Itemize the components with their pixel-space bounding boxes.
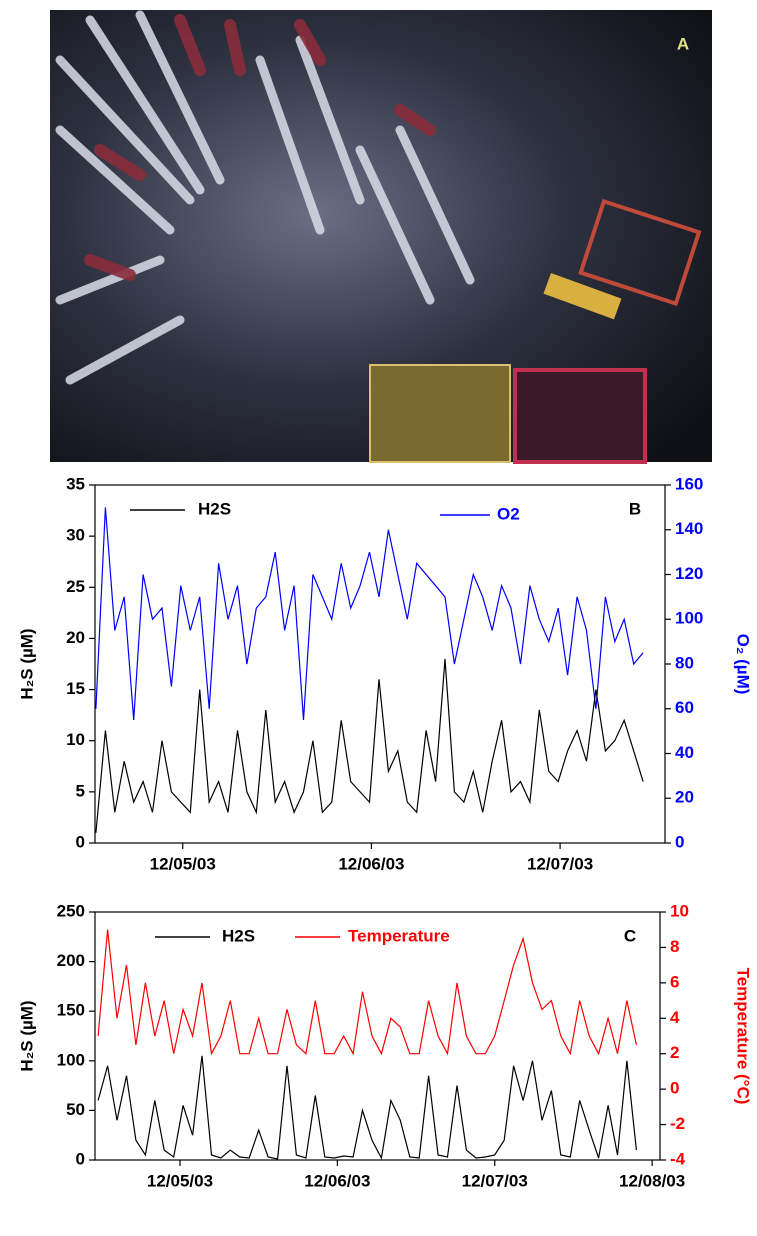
y2-tick-label: 8 [670,937,679,956]
photo: A [50,10,712,464]
y2-tick-label: 140 [675,519,703,538]
x-tick-label: 12/07/03 [527,854,593,873]
panel-label: A [677,34,689,53]
y2-tick-label: 2 [670,1043,679,1062]
y2-tick-label: 80 [675,653,694,672]
y-tick-label: 150 [57,1001,85,1020]
y-axis-label: H₂S (µM) [17,1000,36,1071]
x-tick-label: 12/07/03 [462,1171,528,1190]
y2-tick-label: 0 [670,1079,679,1098]
y2-tick-label: 10 [670,901,689,920]
data-line [97,1055,637,1160]
panel-label: B [629,499,641,518]
chart: 0 50 100 150 200 250 -4 -2 0 2 4 6 8 10 12/05/03 12/06/… [17,901,752,1190]
x-tick-label: 12/06/03 [338,854,404,873]
y-tick-label: 0 [76,832,85,851]
x-tick-label: 12/05/03 [147,1171,213,1190]
y2-tick-label: 60 [675,698,694,717]
y2-tick-label: -4 [670,1149,686,1168]
x-tick-label: 12/05/03 [150,854,216,873]
chart: 0 5 10 15 20 25 30 35 0 20 40 60 80 100 120 140 160 12/05… [17,474,752,873]
y2-axis-label: Temperature (°C) [734,968,753,1105]
data-line [95,507,644,720]
y-tick-label: 0 [76,1149,85,1168]
y2-tick-label: 4 [670,1008,680,1027]
y-tick-label: 15 [66,679,85,698]
x-tick-label: 12/08/03 [619,1171,685,1190]
y2-axis-label: O₂ (µM) [734,634,753,695]
legend-label: H2S [198,499,231,518]
y-tick-label: 10 [66,730,85,749]
y-tick-label: 250 [57,901,85,920]
y-tick-label: 30 [66,526,85,545]
legend-label: O2 [497,504,520,523]
legend-label: H2S [222,926,255,945]
x-tick-label: 12/06/03 [304,1171,370,1190]
plot-frame [94,484,666,844]
y2-tick-label: 160 [675,474,703,493]
y2-tick-label: 0 [675,832,684,851]
legend-label: Temperature [348,926,450,945]
y2-tick-label: -2 [670,1114,685,1133]
y2-tick-label: 6 [670,972,679,991]
panel-label: C [624,926,636,945]
data-line [97,929,637,1056]
y-tick-label: 200 [57,951,85,970]
y2-tick-label: 40 [675,743,694,762]
y2-tick-label: 120 [675,564,703,583]
y2-tick-label: 20 [675,788,694,807]
y-tick-label: 5 [76,781,85,800]
y-tick-label: 50 [66,1100,85,1119]
y-tick-label: 100 [57,1050,85,1069]
y2-tick-label: 100 [675,609,703,628]
data-line [95,658,644,833]
plot-frame [94,911,661,1161]
y-tick-label: 35 [66,474,85,493]
y-tick-label: 25 [66,577,85,596]
y-tick-label: 20 [66,628,85,647]
y-axis-label: H₂S (µM) [17,628,36,699]
